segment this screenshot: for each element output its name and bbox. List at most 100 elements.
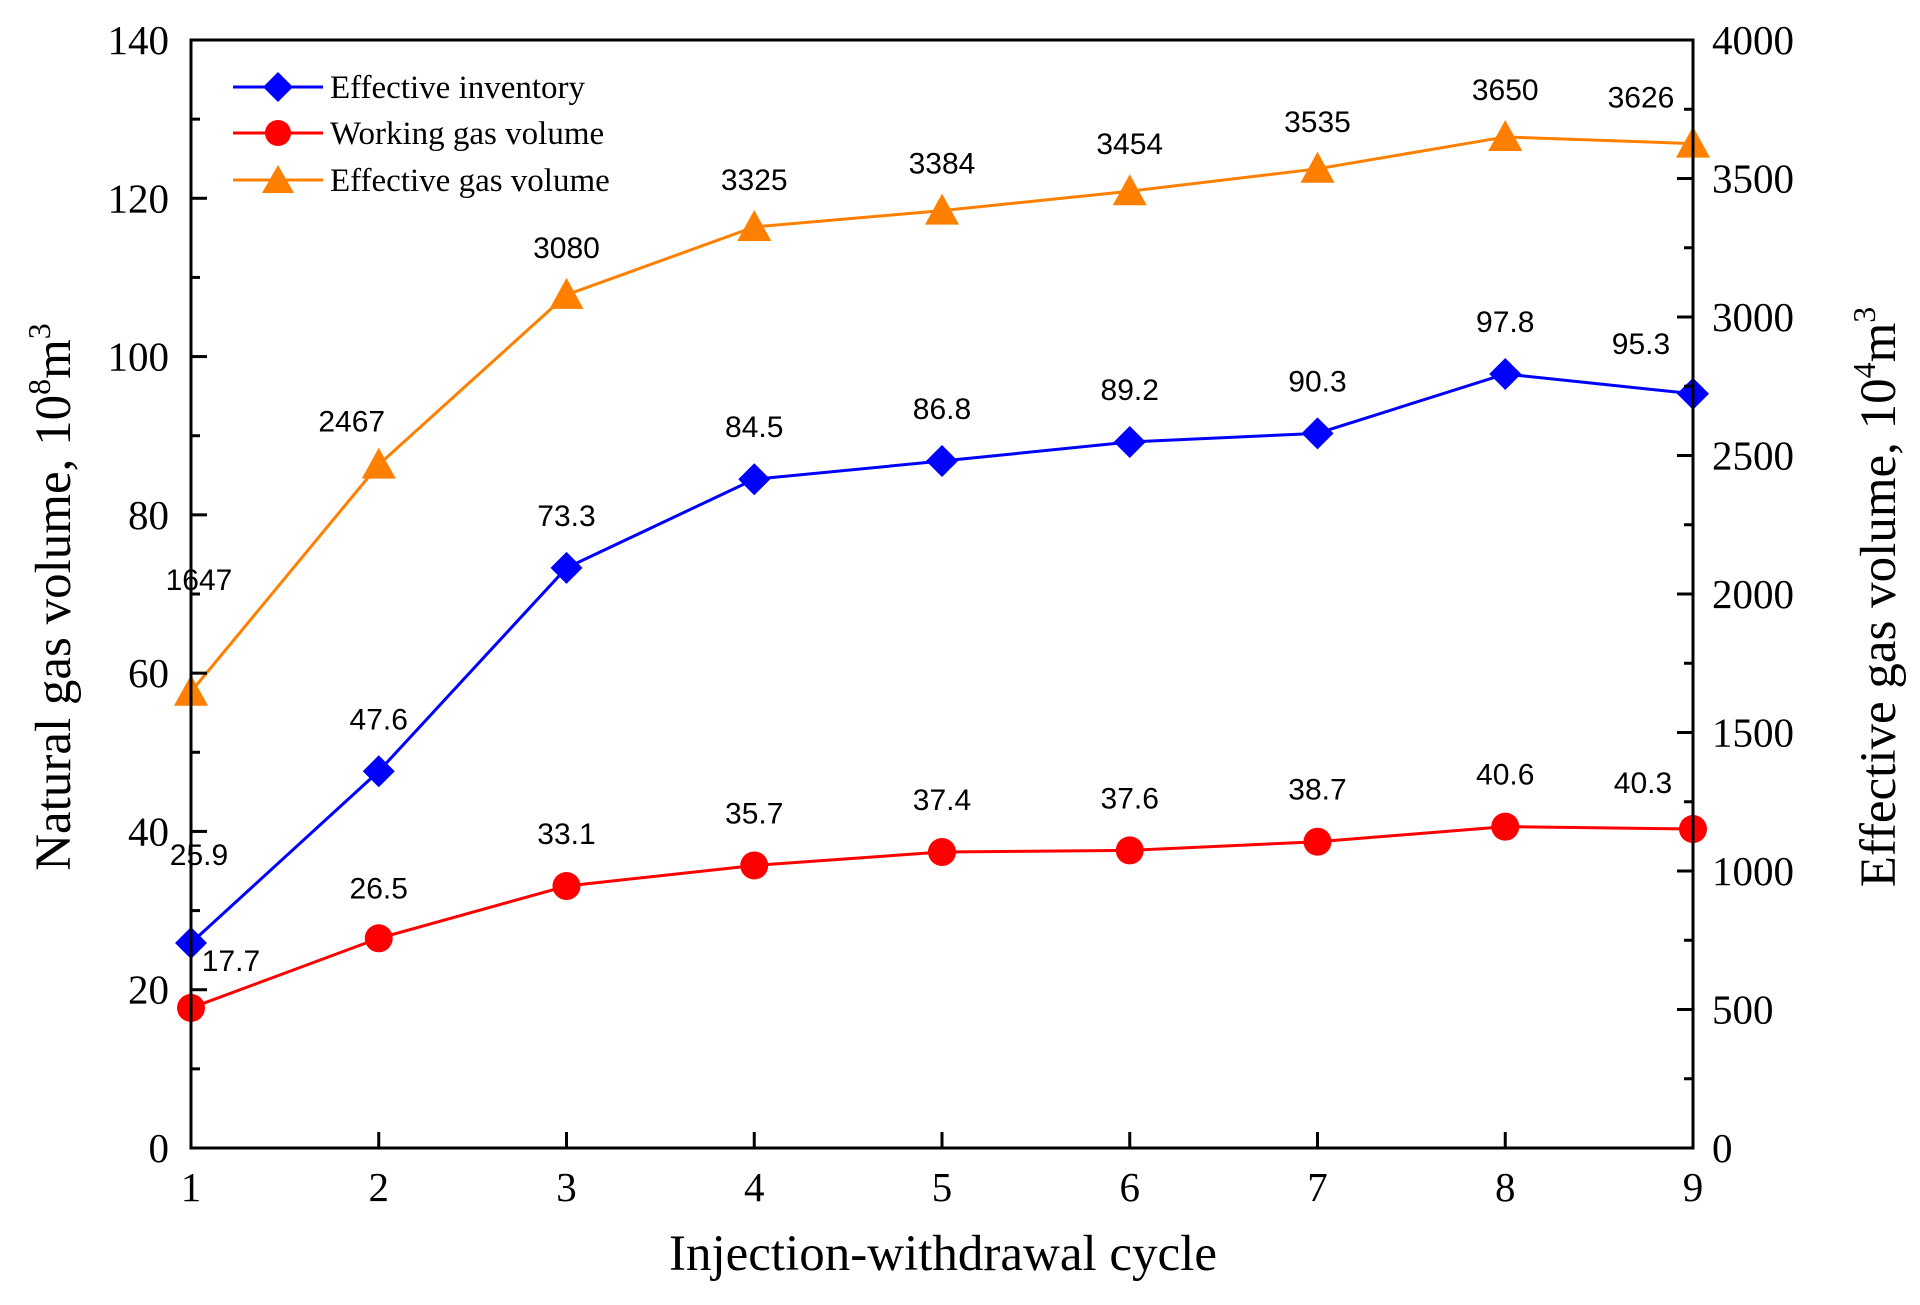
data-label-working-gas-volume: 26.5: [350, 872, 408, 905]
data-point-circle: [364, 924, 393, 953]
data-label-effective-inventory: 95.3: [1612, 328, 1670, 361]
left-axis-title-exponent: 8: [21, 379, 57, 395]
data-label-working-gas-volume: 38.7: [1288, 774, 1346, 807]
data-point-diamond: [926, 445, 958, 478]
left-y-tick-label: 140: [108, 17, 170, 63]
data-label-effective-gas-volume: 3650: [1472, 74, 1539, 107]
data-point-circle: [740, 851, 769, 880]
right-y-tick-label: 1500: [1712, 710, 1794, 756]
left-axis-title-unit: m: [26, 339, 82, 379]
data-label-working-gas-volume: 40.3: [1614, 767, 1672, 800]
legend-item-effective-gas-volume: Effective gas volume: [233, 163, 610, 199]
series-effective-inventory: [175, 357, 1709, 960]
right-y-tick-label: 0: [1712, 1125, 1733, 1171]
data-point-circle: [1115, 836, 1144, 865]
data-label-effective-inventory: 97.8: [1476, 306, 1534, 339]
x-axis-title: Injection-withdrawal cycle: [669, 1226, 1217, 1282]
legend-marker-circle: [265, 120, 291, 146]
data-label-effective-inventory: 73.3: [537, 500, 595, 533]
data-label-working-gas-volume: 35.7: [725, 797, 783, 830]
data-label-effective-gas-volume: 3454: [1096, 128, 1163, 161]
left-y-tick-label: 120: [108, 175, 170, 221]
x-tick-label: 5: [932, 1164, 953, 1210]
right-y-tick-label: 4000: [1712, 17, 1794, 63]
data-label-effective-gas-volume: 3325: [721, 164, 788, 197]
x-tick-label: 7: [1307, 1164, 1328, 1210]
right-y-tick-label: 500: [1712, 987, 1774, 1033]
legend-marker-diamond: [263, 72, 293, 102]
legend-marker-triangle: [262, 165, 294, 193]
right-axis-title-unit: m: [1851, 323, 1907, 363]
data-point-diamond: [550, 551, 583, 584]
data-label-effective-gas-volume: 3626: [1608, 82, 1675, 115]
left-y-tick-label: 40: [128, 808, 169, 854]
x-tick-label: 8: [1495, 1164, 1516, 1210]
axes-layer: 1 2 3 4 5 6 7 8 90204060801001201400500100015002…: [108, 17, 1795, 1210]
right-y-tick-label: 2000: [1712, 571, 1794, 617]
data-point-circle: [1491, 812, 1520, 841]
legend-item-working-gas-volume: Working gas volume: [233, 116, 604, 152]
right-axis-title-unit-exponent: 3: [1846, 307, 1882, 323]
right-y-tick-label: 2500: [1712, 433, 1794, 479]
data-point-triangle: [1300, 151, 1335, 183]
data-point-triangle: [1112, 174, 1147, 206]
x-tick-label: 1: [181, 1164, 202, 1210]
x-tick-label: 6: [1120, 1164, 1141, 1210]
data-label-effective-inventory: 25.9: [170, 839, 228, 872]
data-point-triangle: [361, 447, 396, 479]
data-label-effective-gas-volume: 1647: [166, 564, 233, 597]
legend-label-effective-gas-volume: Effective gas volume: [330, 163, 610, 199]
data-point-circle: [928, 838, 956, 867]
legend-item-effective-inventory: Effective inventory: [233, 70, 586, 106]
right-axis-title: Effective gas volume, 104m3: [1846, 307, 1907, 888]
right-axis-title-text: Effective gas volume, 10: [1851, 378, 1907, 887]
data-label-working-gas-volume: 37.4: [913, 784, 971, 817]
data-point-triangle: [737, 209, 772, 241]
data-label-working-gas-volume: 33.1: [537, 818, 595, 851]
data-point-diamond: [1113, 426, 1146, 459]
x-tick-label: 3: [556, 1164, 577, 1210]
data-label-effective-gas-volume: 2467: [318, 406, 385, 439]
data-point-diamond: [1489, 357, 1522, 390]
data-label-effective-inventory: 84.5: [725, 411, 783, 444]
left-axis-title-text: Natural gas volume, 10: [26, 395, 82, 871]
data-label-working-gas-volume: 37.6: [1101, 782, 1159, 815]
right-y-tick-label: 1000: [1712, 848, 1794, 894]
data-label-effective-gas-volume: 3384: [909, 148, 976, 181]
data-label-effective-inventory: 86.8: [913, 393, 971, 426]
left-y-tick-label: 100: [108, 334, 170, 380]
right-y-tick-label: 3500: [1712, 156, 1794, 202]
left-y-tick-label: 20: [128, 967, 169, 1013]
left-y-tick-label: 60: [128, 650, 169, 696]
data-label-effective-gas-volume: 3535: [1284, 106, 1351, 139]
data-point-diamond: [362, 755, 395, 788]
left-axis-title-unit-exponent: 3: [21, 323, 57, 339]
data-label-effective-inventory: 90.3: [1288, 365, 1346, 398]
data-point-circle: [1303, 827, 1332, 856]
data-point-diamond: [1301, 417, 1334, 450]
data-label-effective-inventory: 89.2: [1101, 374, 1159, 407]
data-point-diamond: [738, 463, 771, 496]
data-point-triangle: [925, 193, 959, 225]
data-point-triangle: [1488, 119, 1523, 151]
legend: Effective inventory Working gas volume E…: [233, 70, 610, 199]
legend-label-effective-inventory: Effective inventory: [330, 70, 586, 106]
data-point-triangle: [549, 277, 584, 309]
x-tick-label: 4: [744, 1164, 765, 1210]
left-y-tick-label: 0: [149, 1125, 170, 1171]
data-label-effective-gas-volume: 3080: [533, 232, 600, 265]
x-tick-label: 9: [1683, 1164, 1704, 1210]
left-axis-title: Natural gas volume, 108m3: [21, 323, 82, 871]
series-layer: [174, 119, 1710, 1022]
left-y-tick-label: 80: [128, 492, 169, 538]
data-label-effective-inventory: 47.6: [350, 703, 408, 736]
right-axis-title-exponent: 4: [1846, 362, 1882, 378]
data-label-working-gas-volume: 40.6: [1476, 759, 1534, 792]
legend-label-working-gas-volume: Working gas volume: [330, 116, 604, 152]
labels-layer: 25.9 47.6 73.3 84.5 86.8 89.2 90.3 97.8 95.3 17.7…: [166, 74, 1675, 978]
data-point-circle: [552, 872, 581, 901]
right-y-tick-label: 3000: [1712, 294, 1794, 340]
data-label-working-gas-volume: 17.7: [202, 945, 260, 978]
